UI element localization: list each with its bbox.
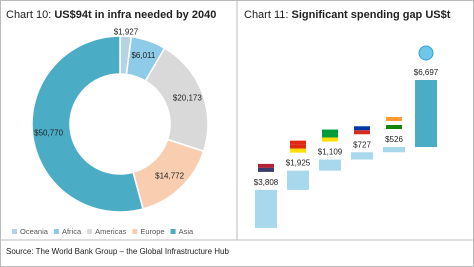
- value-label: $20,173: [173, 94, 202, 103]
- value-label: $1,925: [286, 159, 311, 168]
- waterfall-bar: [383, 147, 405, 153]
- waterfall-bar: [415, 80, 437, 148]
- flag-icon: [258, 163, 274, 168]
- value-label: $3,808: [254, 178, 279, 187]
- flag-icon: [322, 137, 338, 142]
- flag-icon: [290, 148, 306, 153]
- donut-slice: [31, 35, 144, 213]
- waterfall-bar: [319, 159, 341, 171]
- flag-icon: [386, 117, 402, 122]
- value-label: $14,772: [155, 171, 184, 180]
- legend-swatch: [87, 229, 93, 234]
- waterfall-bar: [351, 152, 373, 160]
- value-label: $50,770: [34, 129, 63, 138]
- legend-label: Oceania: [20, 227, 49, 236]
- globe-icon: [418, 45, 434, 61]
- value-label: $6,697: [414, 68, 439, 77]
- flag-icon: [354, 130, 370, 135]
- legend-label: Africa: [62, 227, 82, 236]
- legend-swatch: [53, 229, 59, 234]
- value-label: $1,927: [114, 27, 139, 36]
- flag-icon: [290, 140, 306, 145]
- waterfall-bar: [287, 170, 309, 190]
- value-label: $526: [385, 135, 403, 144]
- flag-icon: [354, 126, 370, 131]
- flag-icon: [290, 144, 306, 149]
- waterfall-bar: [255, 189, 277, 228]
- flag-icon: [386, 121, 402, 126]
- legend-label: Americas: [95, 227, 127, 236]
- chart-title: Chart 11: Significant spending gap US$t: [244, 9, 451, 21]
- legend-swatch: [12, 229, 17, 234]
- flag-icon: [258, 159, 274, 164]
- flag-icon: [322, 129, 338, 134]
- legend-label: Asia: [179, 227, 194, 236]
- chart-title: Chart 10: US$94t in infra needed by 2040: [6, 9, 216, 21]
- flag-icon: [258, 167, 274, 172]
- value-label: $1,109: [318, 148, 343, 157]
- source: Source: The World Bank Group – the Globa…: [6, 247, 229, 256]
- legend-swatch: [170, 229, 176, 234]
- value-label: $727: [353, 140, 371, 149]
- flag-icon: [386, 125, 402, 130]
- flag-icon: [322, 133, 338, 138]
- flag-icon: [354, 122, 370, 127]
- legend-label: Europe: [140, 227, 164, 236]
- value-label: $6,011: [131, 51, 155, 60]
- legend-swatch: [132, 229, 138, 234]
